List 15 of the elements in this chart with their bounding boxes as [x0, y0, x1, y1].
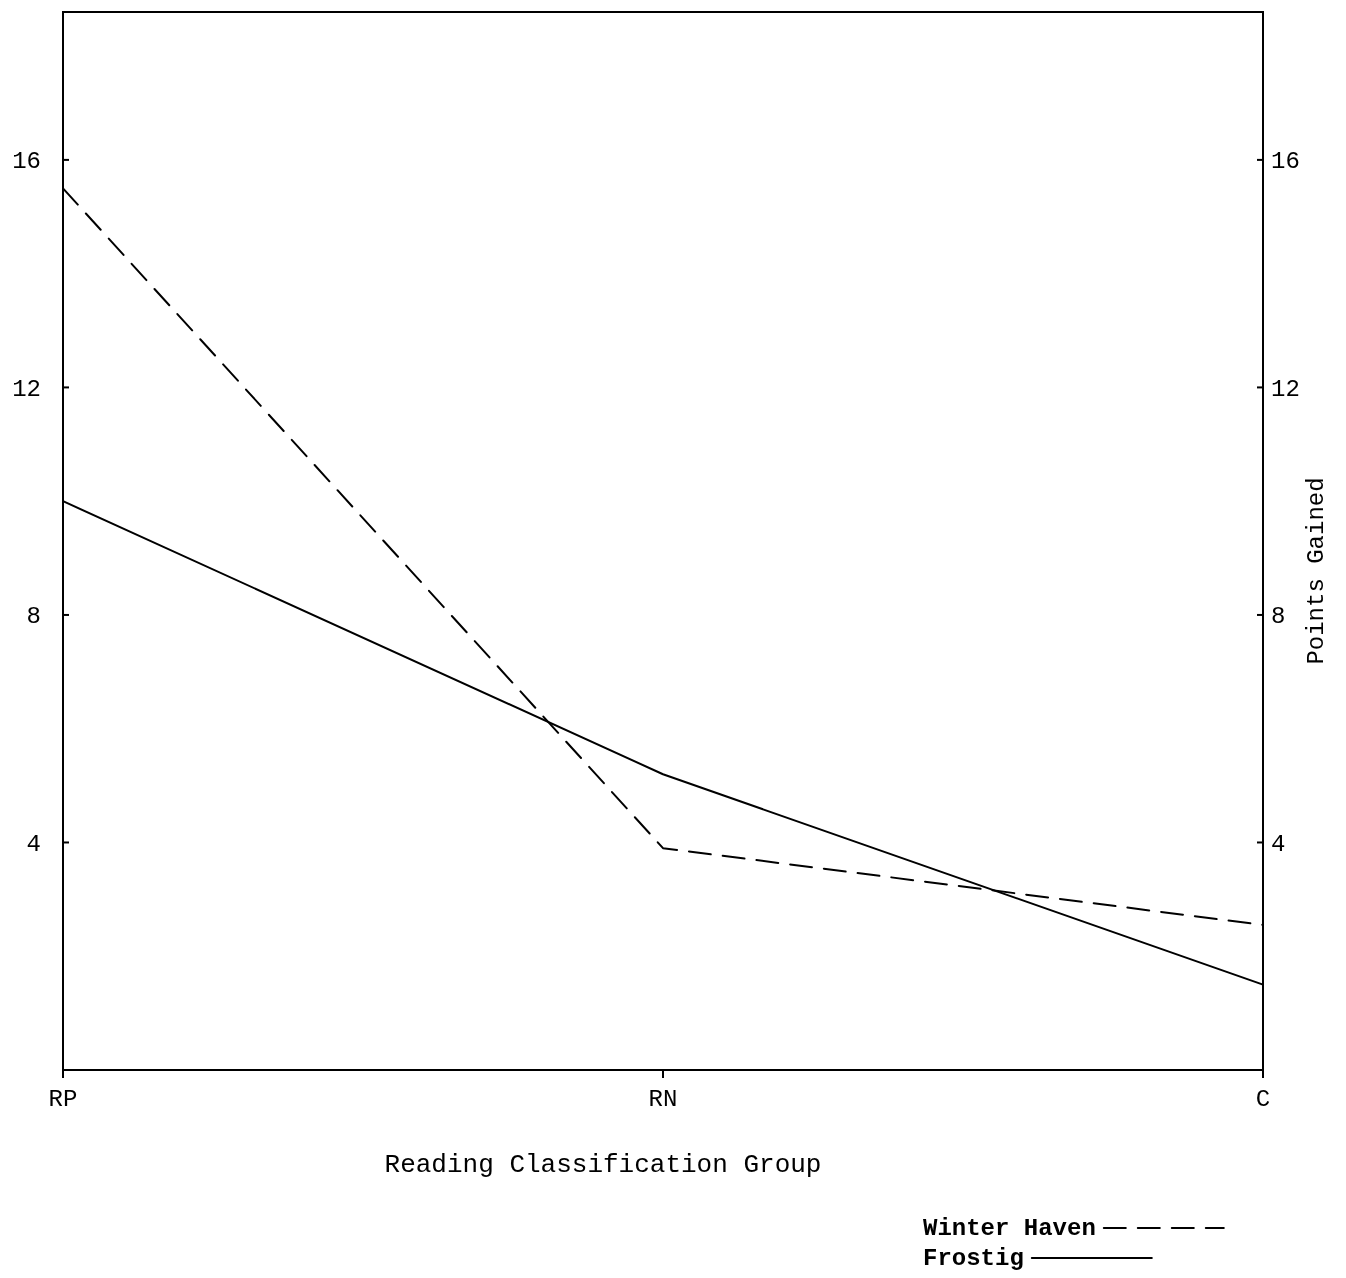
legend-label: Frostig [923, 1245, 1024, 1272]
y-tick-label: 4 [26, 830, 41, 858]
y-tick-label: 8 [26, 603, 41, 631]
y-tick-label: 16 [12, 148, 41, 176]
y2-tick-label: 4 [1271, 830, 1286, 858]
x-axis-title: Reading Classification Group [384, 1150, 822, 1180]
x-tick-label: C [1255, 1086, 1271, 1113]
x-tick-label: RP [48, 1086, 78, 1113]
y2-tick-label: 12 [1271, 375, 1300, 403]
y2-axis-title: Points Gained [1303, 477, 1330, 665]
y-tick-label: 12 [12, 375, 41, 403]
legend-label: Winter Haven [923, 1215, 1096, 1242]
y2-tick-label: 16 [1271, 148, 1300, 176]
x-tick-label: RN [648, 1086, 678, 1113]
y2-tick-label: 8 [1271, 603, 1286, 631]
